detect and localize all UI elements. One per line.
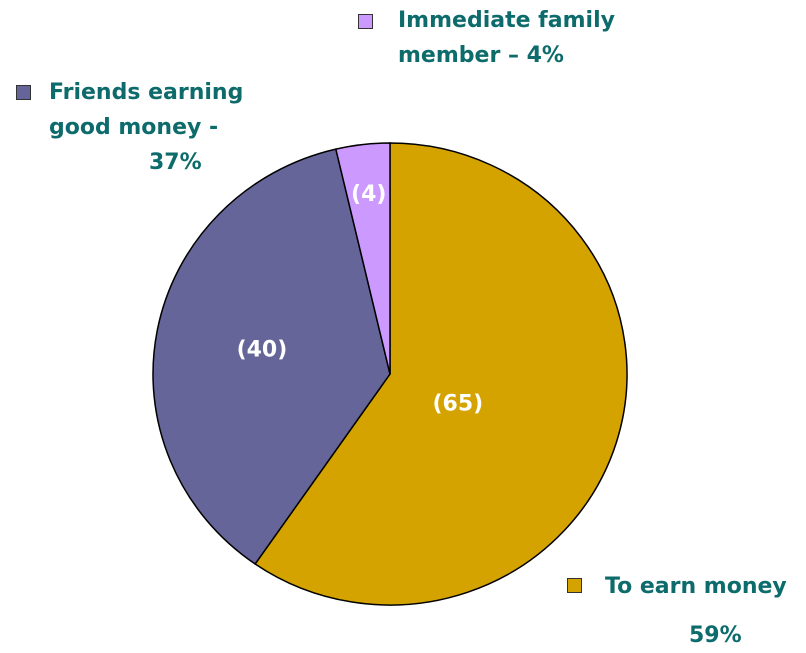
value-label: (40) — [237, 337, 288, 362]
category-share: 4% — [526, 43, 564, 68]
pie-slice — [152, 148, 391, 565]
value-label: (4) — [351, 182, 386, 207]
category-name: Immediate family member – — [398, 8, 615, 68]
legend-label: To earn money — [605, 569, 805, 604]
pie-slice — [334, 142, 391, 375]
legend-label: Immediate family member – 4% — [398, 3, 628, 73]
category-share: 59% — [689, 623, 742, 648]
legend-swatch — [358, 14, 373, 29]
pie-slice — [254, 142, 628, 606]
legend-swatch — [16, 85, 31, 100]
category-name: To earn money — [605, 574, 787, 599]
legend-swatch — [567, 578, 582, 593]
category-share: 37% — [149, 150, 202, 175]
category-name: Friends earning good money - — [49, 80, 244, 140]
value-label: (65) — [433, 392, 484, 417]
legend-label: Friends earning good money - 37% — [49, 75, 259, 180]
